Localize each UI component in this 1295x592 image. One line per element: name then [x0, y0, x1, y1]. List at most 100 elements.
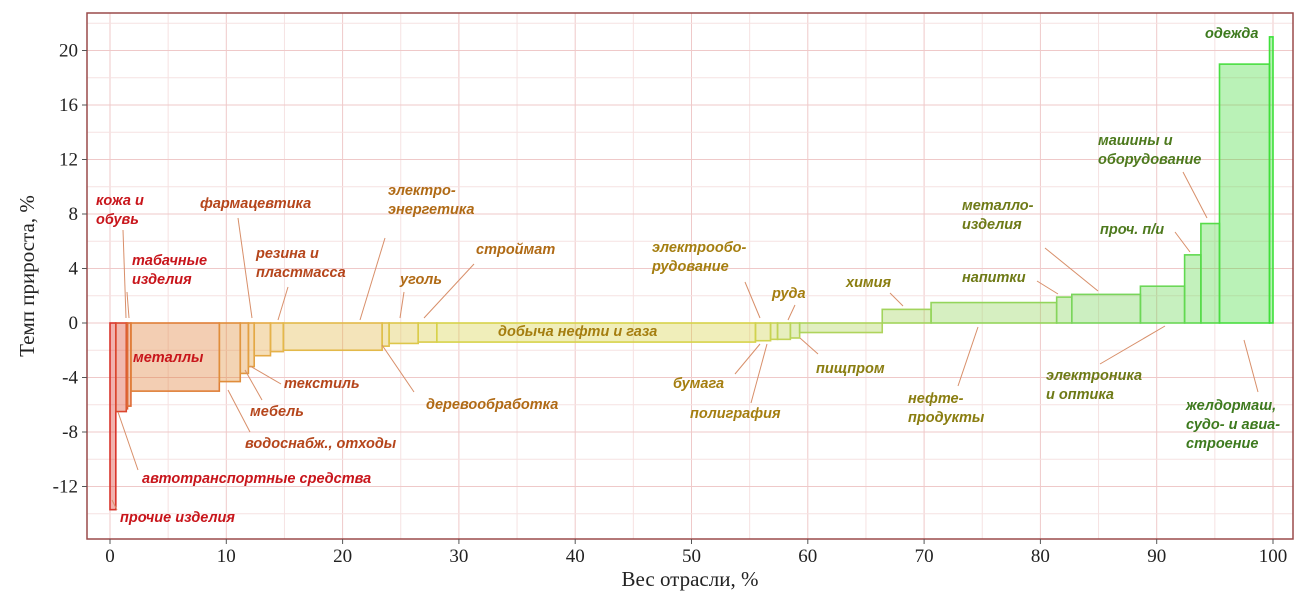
- segment-label-line: руда: [771, 286, 806, 302]
- bar: [253, 322, 272, 357]
- leader-line: [244, 369, 263, 401]
- segment-label-line: фармацевтика: [200, 196, 311, 212]
- leader-line: [117, 411, 139, 471]
- x-tick-label: 30: [449, 546, 468, 567]
- segment-label-line: оборудование: [1098, 152, 1201, 168]
- segment-label: табачные изделия: [132, 253, 207, 288]
- bar: [769, 322, 779, 341]
- leader-line: [734, 343, 761, 375]
- segment-label: водоснабж., отходы: [245, 436, 397, 452]
- segment-label-line: изделия: [132, 272, 192, 288]
- leader-line: [750, 343, 768, 404]
- y-tick-label: 16: [59, 95, 78, 116]
- leader-line: [1174, 231, 1191, 253]
- leader-line: [249, 365, 282, 385]
- segment-label-line: металлы: [133, 350, 204, 366]
- bar: [776, 322, 792, 341]
- leader-line: [957, 326, 979, 387]
- bar: [109, 322, 117, 511]
- segment-label-line: энергетика: [388, 202, 474, 218]
- segment-label: деревообработка: [426, 397, 558, 413]
- segment-label-line: строймат: [476, 242, 555, 258]
- segment-label: металло-изделия: [962, 198, 1034, 233]
- bar: [218, 322, 242, 383]
- segment-label: электро-энергетика: [388, 183, 474, 218]
- segment-label: резина и пластмасса: [255, 246, 346, 281]
- y-axis-ticks: -12 -8 -4 0 4 8 12 16 20: [53, 41, 87, 498]
- segment-label: нефте-продукты: [908, 391, 985, 426]
- bar: [247, 322, 256, 368]
- segment-label-line: электроника: [1046, 368, 1142, 384]
- bar: [1183, 254, 1202, 324]
- leader-line: [359, 237, 386, 321]
- segment-label-line: химия: [845, 275, 892, 291]
- segment-label: мебель: [250, 404, 304, 420]
- x-tick-label: 80: [1031, 546, 1050, 567]
- segment-label: проч. п/и: [1100, 222, 1164, 238]
- leader-line: [1243, 339, 1259, 393]
- segment-label-line: кожа и: [96, 193, 144, 209]
- leader-line: [399, 291, 405, 319]
- segment-label: прочие изделия: [120, 510, 235, 526]
- bar: [115, 322, 128, 413]
- segment-label-line: машины и: [1098, 133, 1173, 149]
- segment-label-line: судо- и авиа-: [1186, 417, 1280, 433]
- bar: [1139, 285, 1186, 324]
- segment-label-line: металло-: [962, 198, 1034, 214]
- leader-line: [277, 286, 289, 321]
- segment-label: одежда: [1205, 26, 1258, 42]
- bar: [789, 322, 801, 339]
- segment-label: строймат: [476, 242, 555, 258]
- y-axis-title: Темп прироста, %: [15, 195, 39, 357]
- leader-line: [122, 229, 127, 319]
- segment-label-line: водоснабж., отходы: [245, 436, 397, 452]
- segment-label-line: табачные: [132, 253, 207, 269]
- segment-label-line: продукты: [908, 410, 985, 426]
- segment-label-line: резина и: [255, 246, 319, 262]
- bar: [930, 301, 1058, 324]
- leader-line: [1099, 325, 1166, 365]
- y-tick-label: 12: [59, 150, 78, 171]
- segment-label-line: добыча нефти и газа: [498, 324, 657, 340]
- leader-line: [423, 263, 475, 319]
- segment-label-line: обувь: [96, 212, 139, 228]
- bar: [1218, 63, 1271, 324]
- segment-label: полиграфия: [690, 406, 781, 422]
- leader-line: [799, 337, 819, 355]
- x-tick-label: 90: [1147, 546, 1166, 567]
- segment-label: руда: [771, 286, 806, 302]
- x-tick-label: 60: [798, 546, 817, 567]
- segment-label: текстиль: [284, 376, 360, 392]
- segment-label: машины и оборудование: [1098, 133, 1201, 168]
- segment-label-line: одежда: [1205, 26, 1258, 42]
- x-tick-label: 100: [1259, 546, 1288, 567]
- y-tick-label: 0: [69, 313, 79, 334]
- x-tick-label: 40: [566, 546, 585, 567]
- segment-label-line: изделия: [962, 217, 1022, 233]
- segment-label-line: бумага: [673, 376, 724, 392]
- y-tick-label: -8: [62, 422, 78, 443]
- segment-label-line: текстиль: [284, 376, 360, 392]
- segment-label-line: пластмасса: [256, 265, 346, 281]
- segment-label-line: и оптика: [1046, 387, 1114, 403]
- segment-label: химия: [845, 275, 892, 291]
- x-tick-label: 50: [682, 546, 701, 567]
- leader-line: [1044, 247, 1099, 292]
- leader-line: [227, 389, 251, 433]
- segment-label: добыча нефти и газа: [498, 324, 657, 340]
- segment-label: электрообо-рудование: [651, 240, 747, 275]
- bar: [239, 322, 250, 375]
- segment-label-line: нефте-: [908, 391, 964, 407]
- leader-lines: [111, 171, 1259, 511]
- bar: [130, 322, 221, 392]
- leader-line: [744, 281, 761, 319]
- segment-label-line: строение: [1186, 436, 1258, 452]
- segment-label-line: электрообо-: [652, 240, 747, 256]
- segment-label-line: электро-: [388, 183, 456, 199]
- bar: [754, 322, 772, 342]
- y-tick-label: 20: [59, 41, 78, 62]
- segment-label: кожа и обувь: [96, 193, 144, 228]
- segment-label: бумага: [673, 376, 724, 392]
- segment-label: фармацевтика: [200, 196, 311, 212]
